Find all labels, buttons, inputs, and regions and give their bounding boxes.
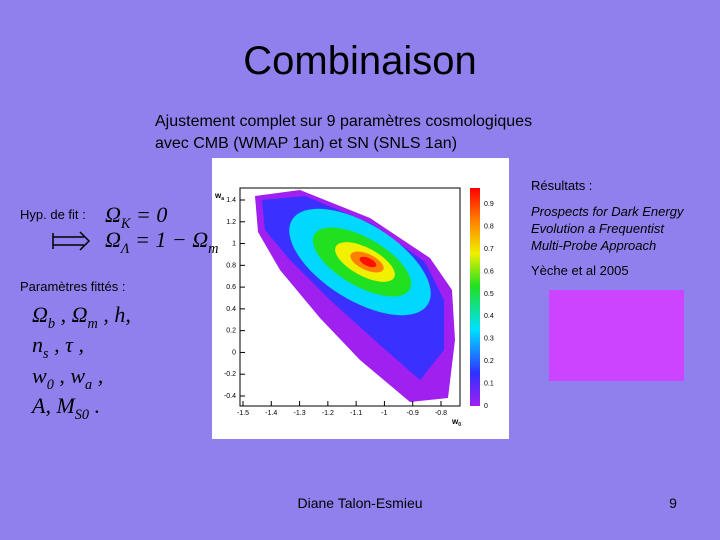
plot: -1.5 -1.4 -1.3 -1.2 -1.1 -1 -0.9 -0.8 1.4 1.2 1 0.8… <box>212 158 509 439</box>
axis-label: w0 <box>451 417 461 428</box>
formula: ΩK = 0 <box>105 202 167 232</box>
colorbar-tick-label: 0.7 <box>484 246 494 253</box>
y-tick-label: 0.4 <box>226 306 236 313</box>
formula-text: n <box>32 332 43 357</box>
y-tick-label: 0 <box>232 349 236 356</box>
colorbar-tick-label: 0.3 <box>484 336 494 343</box>
y-tick-label: -0.2 <box>224 371 236 378</box>
formula-subscript: m <box>88 316 98 332</box>
y-tick-label: -0.4 <box>224 393 236 400</box>
title: Combinaison <box>243 39 476 83</box>
formula-text: . <box>89 393 100 418</box>
authors: Yèche et al 2005 <box>531 263 629 278</box>
subtitle-line: avec CMB (WMAP 1an) et SN (SNLS 1an) <box>155 135 457 152</box>
plot-frame <box>239 187 461 407</box>
colorbar <box>470 188 480 406</box>
axis-label-text: w <box>214 191 222 200</box>
formula-text: , h, <box>98 302 131 327</box>
axis-label: wa <box>214 191 224 202</box>
reference-line: Prospects for Dark Energy <box>531 204 685 219</box>
x-tick-label: -1.3 <box>294 410 306 417</box>
x-tick-label: -1.2 <box>322 410 334 417</box>
colorbar-tick-label: 0.6 <box>484 268 494 275</box>
formula-text: w <box>32 363 47 388</box>
colorbar-tick-label: 0.8 <box>484 223 494 230</box>
colorbar-tick-label: 0 <box>484 403 488 410</box>
formula-subscript: b <box>48 316 55 332</box>
y-tick-label: 1.2 <box>226 219 236 226</box>
axis-label-subscript: 0 <box>458 422 461 428</box>
colorbar-tick-label: 0.4 <box>484 313 494 320</box>
contour-region <box>359 256 377 268</box>
formula-text: , Ω <box>55 302 88 327</box>
page-number: 9 <box>669 495 677 511</box>
y-tick-label: 1 <box>232 241 236 248</box>
formula: ns , τ , <box>32 332 84 362</box>
formula-subscript: K <box>120 216 132 232</box>
formula: w0 , wa , <box>32 363 103 393</box>
formula-text: , w <box>54 363 86 388</box>
formula-subscript: s <box>43 346 49 362</box>
x-tick-label: -1 <box>381 410 387 417</box>
formula: A, MS0 . <box>30 393 100 423</box>
x-tick-label: -1.5 <box>237 410 249 417</box>
implies-arrow <box>52 231 91 251</box>
formula-text: Ω <box>105 202 121 227</box>
formula: Ωb , Ωm , h, <box>32 302 131 332</box>
formula-text: A, M <box>30 393 76 418</box>
formula-subscript: a <box>85 377 92 393</box>
x-tick-label: -1.4 <box>265 410 277 417</box>
colorbar-tick-label: 0.1 <box>484 381 494 388</box>
formula-text: = 0 <box>130 202 167 227</box>
colorbar-tick-label: 0.5 <box>484 291 494 298</box>
hypothesis-label: Hyp. de fit : <box>20 207 86 222</box>
formula-text: , <box>92 363 103 388</box>
formula-text: Ω <box>105 227 121 252</box>
formula-subscript: S0 <box>75 407 89 423</box>
color-box <box>549 290 684 381</box>
formula-text: Ω <box>32 302 48 327</box>
colorbar-tick-label: 0.9 <box>484 201 494 208</box>
fitted-label: Paramètres fittés : <box>20 279 125 294</box>
y-tick-label: 0.2 <box>226 328 236 335</box>
formula-subscript: Λ <box>119 241 130 257</box>
axis-label-text: w <box>451 417 459 426</box>
formula-text: , τ , <box>49 332 84 357</box>
y-tick-label: 0.6 <box>226 284 236 291</box>
x-tick-label: -1.1 <box>350 410 362 417</box>
subtitle-line: Ajustement complet sur 9 paramètres cosm… <box>155 113 532 130</box>
x-tick-label: -0.8 <box>435 410 447 417</box>
reference-line: Multi-Probe Approach <box>531 238 656 253</box>
reference-line: Evolution a Frequentist <box>531 221 665 236</box>
colorbar-tick-label: 0.2 <box>484 358 494 365</box>
formula-subscript: m <box>208 241 218 257</box>
formula: ΩΛ = 1 − Ωm <box>105 227 219 257</box>
x-tick-label: -0.9 <box>407 410 419 417</box>
axis-label-subscript: a <box>221 196 224 202</box>
footer-author: Diane Talon-Esmieu <box>297 495 422 511</box>
y-tick-label: 1.4 <box>226 197 236 204</box>
results-label: Résultats : <box>531 178 592 193</box>
formula-text: = 1 − Ω <box>130 227 209 252</box>
formula-subscript: 0 <box>47 377 54 393</box>
y-tick-label: 0.8 <box>226 262 236 269</box>
